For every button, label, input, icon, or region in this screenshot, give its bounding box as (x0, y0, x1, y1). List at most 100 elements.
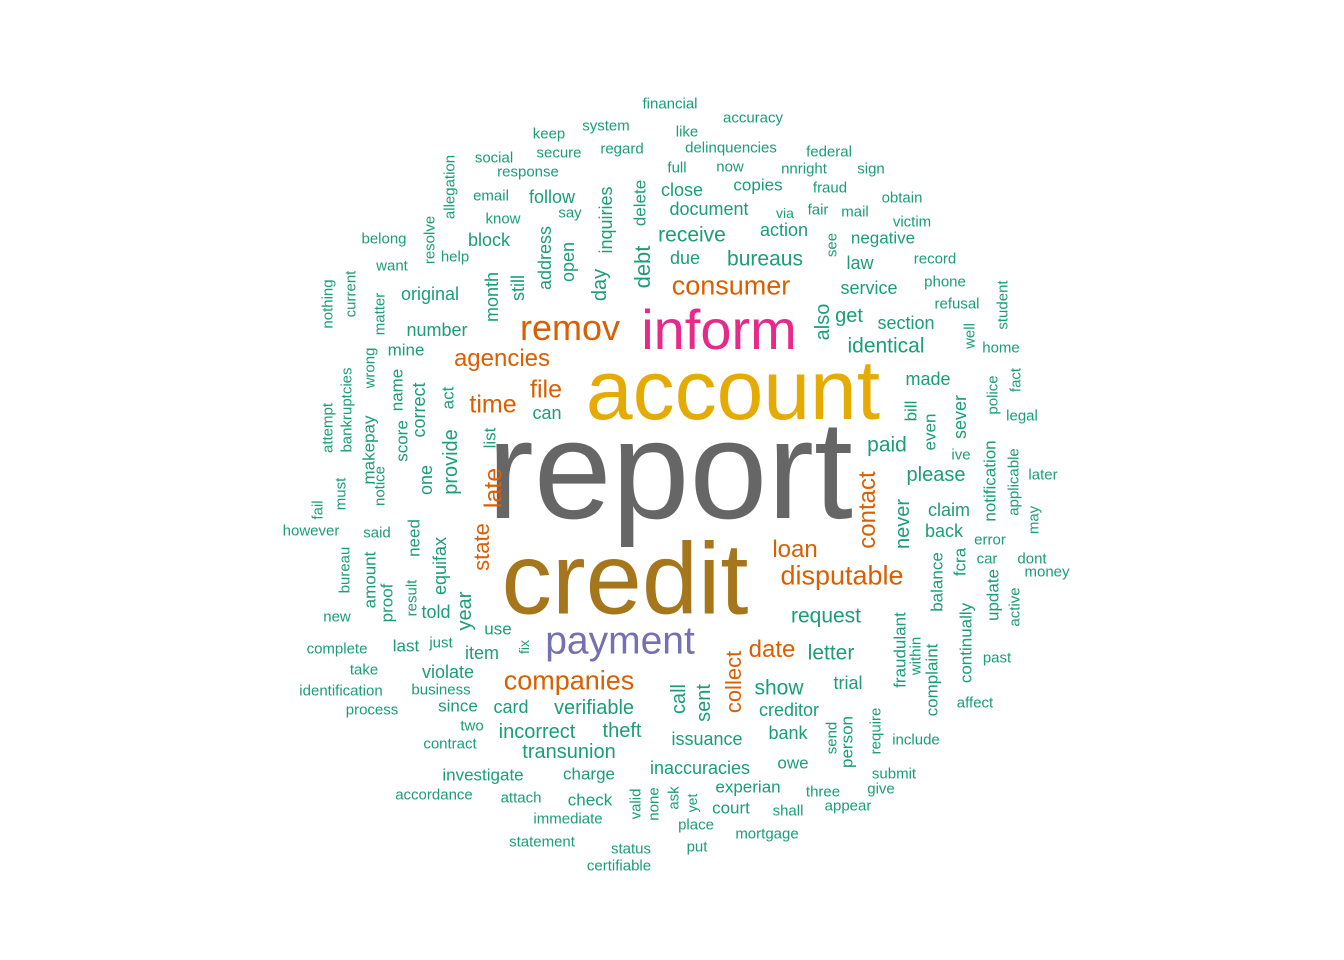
word-remov: remov (519, 307, 621, 348)
word-want: want (376, 257, 408, 275)
word-mail: mail (841, 203, 869, 221)
word-sever: sever (950, 394, 970, 440)
word-never: never (892, 498, 914, 550)
word-valid: valid (627, 788, 645, 820)
word-nnright: nnright (781, 160, 827, 178)
word-fraud: fraud (812, 179, 848, 197)
word-issuance: issuance (671, 729, 743, 749)
word-fact: fact (1007, 367, 1025, 393)
word-yet: yet (684, 793, 700, 813)
word-theft: theft (602, 720, 642, 742)
word-score: score (392, 420, 412, 462)
word-agencies: agencies (453, 345, 551, 372)
word-inform: inform (641, 298, 797, 361)
word-affect: affect (956, 694, 994, 712)
word-said: said (363, 524, 391, 542)
word-report: report (487, 391, 853, 548)
word-month: month (482, 271, 502, 323)
word-delinquencies: delinquencies (685, 139, 777, 157)
word-complaint: complaint (922, 643, 942, 717)
word-companies: companies (503, 665, 635, 696)
word-proof: proof (377, 583, 397, 623)
word-block: block (467, 230, 511, 250)
word-mortgage: mortgage (735, 825, 799, 843)
word-provide: provide (440, 429, 462, 495)
word-made: made (905, 369, 951, 389)
word-inquiries: inquiries (596, 186, 616, 254)
word-continually: continually (956, 602, 976, 684)
word-delete: delete (630, 179, 650, 227)
word-wrong: wrong (361, 347, 379, 389)
word-owe: owe (777, 753, 809, 773)
word-negative: negative (850, 228, 916, 248)
word-act: act (438, 386, 458, 410)
word-since: since (438, 696, 478, 716)
word-legal: legal (1006, 407, 1038, 425)
word-status: status (610, 840, 652, 858)
word-email: email (473, 187, 509, 205)
word-get: get (835, 305, 863, 327)
word-place: place (678, 816, 714, 834)
word-process: process (345, 701, 399, 719)
word-even: even (920, 413, 940, 451)
word-regard: regard (600, 140, 644, 158)
word-verifiable: verifiable (553, 697, 635, 719)
word-require: require (867, 707, 885, 755)
word-paid: paid (867, 433, 907, 457)
word-copies: copies (733, 175, 783, 195)
word-violate: violate (421, 662, 475, 682)
word-police: police (984, 375, 1002, 415)
word-service: service (840, 278, 898, 298)
word-accordance: accordance (395, 786, 473, 804)
word-state: state (469, 523, 494, 571)
word-receive: receive (658, 223, 726, 247)
word-put: put (686, 838, 708, 856)
word-nothing: nothing (319, 279, 337, 329)
word-card: card (493, 697, 529, 717)
word-resolve: resolve (421, 215, 439, 265)
word-equifax: equifax (430, 536, 450, 596)
word-obtain: obtain (881, 189, 923, 207)
word-later: later (1028, 466, 1058, 484)
word-fail: fail (309, 500, 327, 520)
word-just: just (429, 634, 453, 652)
word-time: time (469, 390, 517, 419)
word-victim: victim (892, 213, 932, 231)
word-active: active (1006, 587, 1024, 627)
word-money: money (1024, 563, 1070, 581)
word-via: via (776, 205, 794, 221)
word-fcra: fcra (950, 547, 970, 577)
word-document: document (669, 199, 749, 219)
word-financial: financial (642, 95, 698, 113)
word-refusal: refusal (934, 295, 980, 313)
word-name: name (387, 368, 407, 412)
word-must: must (332, 477, 350, 511)
word-complete: complete (306, 640, 368, 658)
word-show: show (754, 676, 804, 700)
word-experian: experian (715, 777, 781, 797)
word-allegation: allegation (441, 154, 459, 220)
word-also: also (812, 303, 834, 341)
word-ask: ask (665, 786, 683, 810)
word-three: three (805, 783, 841, 801)
word-open: open (558, 241, 578, 283)
word-creditor: creditor (758, 700, 820, 720)
word-certifiable: certifiable (586, 857, 652, 875)
word-investigate: investigate (442, 765, 524, 785)
word-amount: amount (360, 551, 380, 609)
word-submit: submit (871, 765, 917, 783)
word-back: back (924, 521, 964, 541)
word-two: two (460, 717, 484, 735)
word-matter: matter (371, 292, 389, 336)
word-include: include (892, 731, 940, 749)
word-collect: collect (721, 650, 746, 714)
word-give: give (867, 780, 895, 798)
word-please: please (906, 464, 966, 486)
word-call: call (668, 683, 690, 715)
word-action: action (759, 220, 809, 240)
word-original: original (400, 284, 460, 304)
word-fair: fair (807, 201, 829, 219)
word-know: know (485, 210, 521, 228)
word-incorrect: incorrect (498, 721, 576, 743)
